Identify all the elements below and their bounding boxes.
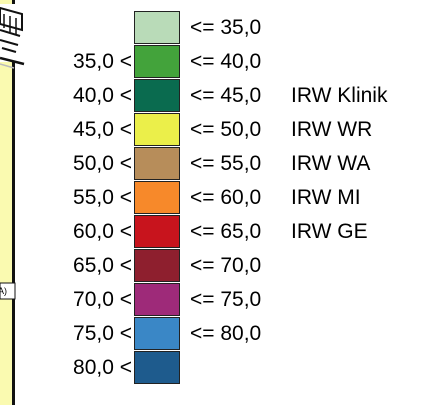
legend-upper-bound: <= 55,0: [190, 152, 262, 175]
legend-row: 55,0 < <= 60,0 IRW MI: [0, 181, 430, 215]
map-edge-graphic: [0, 0, 25, 405]
legend-color-swatch: [134, 283, 180, 316]
legend-upper-bound: <= 40,0: [190, 50, 262, 73]
legend-upper-bound: <= 50,0: [190, 118, 262, 141]
legend-upper-bound: <= 35,0: [190, 16, 262, 39]
legend-color-swatch: [134, 215, 180, 248]
legend-lower-bound: 60,0 <: [73, 220, 132, 243]
legend-lower-bound: 35,0 <: [73, 50, 132, 73]
legend-color-swatch: [134, 113, 180, 146]
legend-zone-label: IRW MI: [291, 186, 361, 209]
legend-zone-label: IRW WA: [291, 152, 371, 175]
legend-lower-bound: 70,0 <: [73, 288, 132, 311]
legend-color-swatch: [134, 317, 180, 350]
legend-lower-bound: 65,0 <: [73, 254, 132, 277]
legend-row: 45,0 < <= 50,0 IRW WR: [0, 113, 430, 147]
legend-upper-bound: <= 80,0: [190, 322, 262, 345]
legend-row: 60,0 < <= 65,0 IRW GE: [0, 215, 430, 249]
legend-zone-label: IRW WR: [291, 118, 373, 141]
legend-row: 70,0 < <= 75,0: [0, 283, 430, 317]
legend-lower-bound: 80,0 <: [73, 356, 132, 379]
legend-row: 65,0 < <= 70,0: [0, 249, 430, 283]
legend-color-swatch: [134, 45, 180, 78]
legend-lower-bound: 75,0 <: [73, 322, 132, 345]
legend-row: 40,0 < <= 45,0 IRW Klinik: [0, 79, 430, 113]
legend-lower-bound: 50,0 <: [73, 152, 132, 175]
legend-row: 35,0 < <= 40,0: [0, 45, 430, 79]
legend-color-swatch: [134, 11, 180, 44]
legend-color-swatch: [134, 181, 180, 214]
legend-lower-bound: [58, 15, 132, 41]
legend-row: <= 35,0: [0, 11, 430, 45]
map-fragment: A): [0, 0, 36, 405]
legend-upper-bound: <= 60,0: [190, 186, 262, 209]
legend-color-swatch: [134, 79, 180, 112]
legend-color-swatch: [134, 147, 180, 180]
legend-upper-bound: <= 75,0: [190, 288, 262, 311]
legend-zone-label: IRW GE: [291, 220, 368, 243]
legend-color-swatch: [134, 351, 180, 384]
legend-lower-bound: 45,0 <: [73, 118, 132, 141]
legend-zone-label: IRW Klinik: [291, 84, 388, 107]
legend-upper-bound: <= 65,0: [190, 220, 262, 243]
legend-upper-bound: <= 45,0: [190, 84, 262, 107]
legend-color-swatch: [134, 249, 180, 282]
legend-lower-bound: 40,0 <: [73, 84, 132, 107]
legend-row: 75,0 < <= 80,0: [0, 317, 430, 351]
legend-row: 80,0 <: [0, 351, 430, 385]
legend-upper-bound: <= 70,0: [190, 254, 262, 277]
legend-lower-bound: 55,0 <: [73, 186, 132, 209]
map-scale-label: A): [0, 286, 7, 296]
legend-row: 50,0 < <= 55,0 IRW WA: [0, 147, 430, 181]
